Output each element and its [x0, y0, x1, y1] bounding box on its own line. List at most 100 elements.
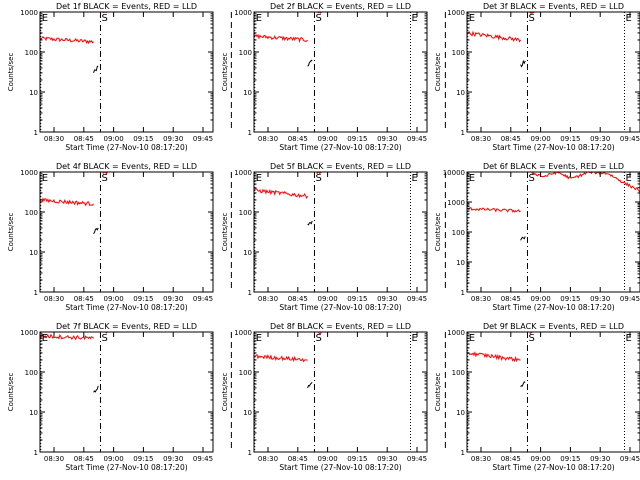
- x-tick-label: 08:45: [501, 295, 521, 303]
- plot-title: Det 7f BLACK = Events, RED = LLD: [56, 322, 197, 331]
- series-lld-line: [40, 35, 94, 45]
- x-axis-label: Start Time (27-Nov-10 08:17:20): [279, 463, 401, 472]
- x-tick-label: 09:00: [104, 455, 124, 463]
- x-tick-label: 09:30: [590, 455, 610, 463]
- x-tick-label: 09:00: [531, 135, 551, 143]
- x-tick-label: 09:00: [531, 455, 551, 463]
- marker-label: E: [42, 173, 48, 184]
- plot-frame: [466, 171, 640, 293]
- y-axis-label: Counts/sec: [7, 53, 15, 92]
- x-tick-label: 08:45: [501, 455, 521, 463]
- y-axis-label: Counts/sec: [7, 373, 15, 412]
- x-tick-label: 09:45: [193, 455, 213, 463]
- x-tick-label: 09:45: [193, 295, 213, 303]
- marker-label: E: [256, 173, 262, 184]
- series-events-line: [93, 65, 99, 74]
- plot-frame: [253, 171, 428, 293]
- x-tick-label: 09:15: [560, 295, 580, 303]
- x-tick-label: 09:30: [163, 295, 183, 303]
- x-tick-label: 08:30: [471, 455, 491, 463]
- plot-title: Det 8f BLACK = Events, RED = LLD: [270, 322, 411, 331]
- plot-frame: [39, 171, 214, 293]
- y-axis-label: Counts/sec: [434, 213, 442, 252]
- panel-det-6: Det 6f BLACK = Events, RED = LLDESE11010…: [434, 162, 640, 312]
- marker-label: S: [528, 13, 534, 24]
- series-lld-line: [254, 353, 308, 363]
- plot-frame: [253, 331, 428, 453]
- y-axis-label: Counts/sec: [221, 53, 229, 92]
- x-tick-label: 09:30: [377, 295, 397, 303]
- marker-label: E: [42, 13, 48, 24]
- marker-label: S: [101, 173, 107, 184]
- x-tick-label: 09:15: [347, 295, 367, 303]
- x-tick-label: 09:15: [347, 455, 367, 463]
- x-tick-label: 08:30: [258, 295, 278, 303]
- x-tick-label: 09:15: [133, 455, 153, 463]
- panel-det-3: Det 3f BLACK = Events, RED = LLDESE11010…: [434, 2, 640, 152]
- y-tick-label: 10: [243, 89, 252, 97]
- series-events-line: [445, 366, 617, 412]
- x-tick-label: 08:30: [44, 135, 64, 143]
- x-tick-label: 08:45: [74, 295, 94, 303]
- marker-label: E: [469, 173, 475, 184]
- series-events-line: [445, 200, 617, 235]
- x-axis-label: Start Time (27-Nov-10 08:17:20): [65, 143, 187, 152]
- x-axis-label: Start Time (27-Nov-10 08:17:20): [279, 303, 401, 312]
- y-tick-label: 1000: [20, 329, 38, 337]
- x-axis-label: Start Time (27-Nov-10 08:17:20): [65, 303, 187, 312]
- x-tick-label: 09:30: [377, 135, 397, 143]
- y-tick-label: 100: [25, 369, 38, 377]
- marker-label: E: [256, 333, 262, 344]
- x-tick-label: 09:15: [133, 135, 153, 143]
- marker-label: S: [315, 13, 321, 24]
- y-tick-label: 100: [25, 49, 38, 57]
- y-tick-label: 1: [34, 129, 38, 137]
- plot-title: Det 2f BLACK = Events, RED = LLD: [270, 2, 411, 11]
- x-tick-label: 09:30: [377, 455, 397, 463]
- y-tick-label: 1000: [234, 169, 252, 177]
- marker-label: E: [625, 333, 631, 344]
- plot-title: Det 3f BLACK = Events, RED = LLD: [483, 2, 624, 11]
- plot-title: Det 6f BLACK = Events, RED = LLD: [483, 162, 624, 171]
- y-tick-label: 100: [239, 49, 252, 57]
- x-tick-label: 08:30: [471, 295, 491, 303]
- series-events-line: [307, 220, 313, 226]
- series-lld-line: [316, 172, 322, 175]
- y-tick-label: 1: [248, 289, 252, 297]
- y-tick-label: 1: [461, 289, 465, 297]
- y-tick-label: 1: [248, 129, 252, 137]
- marker-label: E: [469, 13, 475, 24]
- y-tick-label: 10: [243, 409, 252, 417]
- x-tick-label: 09:15: [560, 455, 580, 463]
- x-tick-label: 08:45: [288, 455, 308, 463]
- marker-label: S: [528, 173, 534, 184]
- x-tick-label: 09:45: [620, 455, 640, 463]
- marker-label: E: [411, 333, 417, 344]
- series-events-line: [231, 48, 403, 96]
- plot-frame: [466, 11, 640, 133]
- y-tick-label: 100: [452, 229, 465, 237]
- x-tick-label: 09:30: [590, 295, 610, 303]
- marker-label: E: [625, 173, 631, 184]
- y-tick-label: 100: [239, 369, 252, 377]
- series-events-line: [520, 59, 526, 68]
- y-tick-label: 1: [461, 129, 465, 137]
- marker-label: E: [469, 333, 475, 344]
- plot-title: Det 5f BLACK = Events, RED = LLD: [270, 162, 411, 171]
- y-tick-label: 10: [243, 249, 252, 257]
- x-tick-label: 09:45: [193, 135, 213, 143]
- plot-frame: [39, 11, 214, 133]
- x-tick-label: 09:45: [620, 135, 640, 143]
- series-lld-line: [467, 30, 522, 43]
- x-tick-label: 09:00: [104, 135, 124, 143]
- plot-frame: [253, 11, 428, 133]
- y-tick-label: 1: [248, 449, 252, 457]
- series-events-line: [231, 209, 403, 252]
- y-axis-label: Counts/sec: [434, 373, 442, 412]
- series-lld-line: [102, 332, 108, 334]
- x-tick-label: 09:30: [163, 455, 183, 463]
- plot-title: Det 4f BLACK = Events, RED = LLD: [56, 162, 197, 171]
